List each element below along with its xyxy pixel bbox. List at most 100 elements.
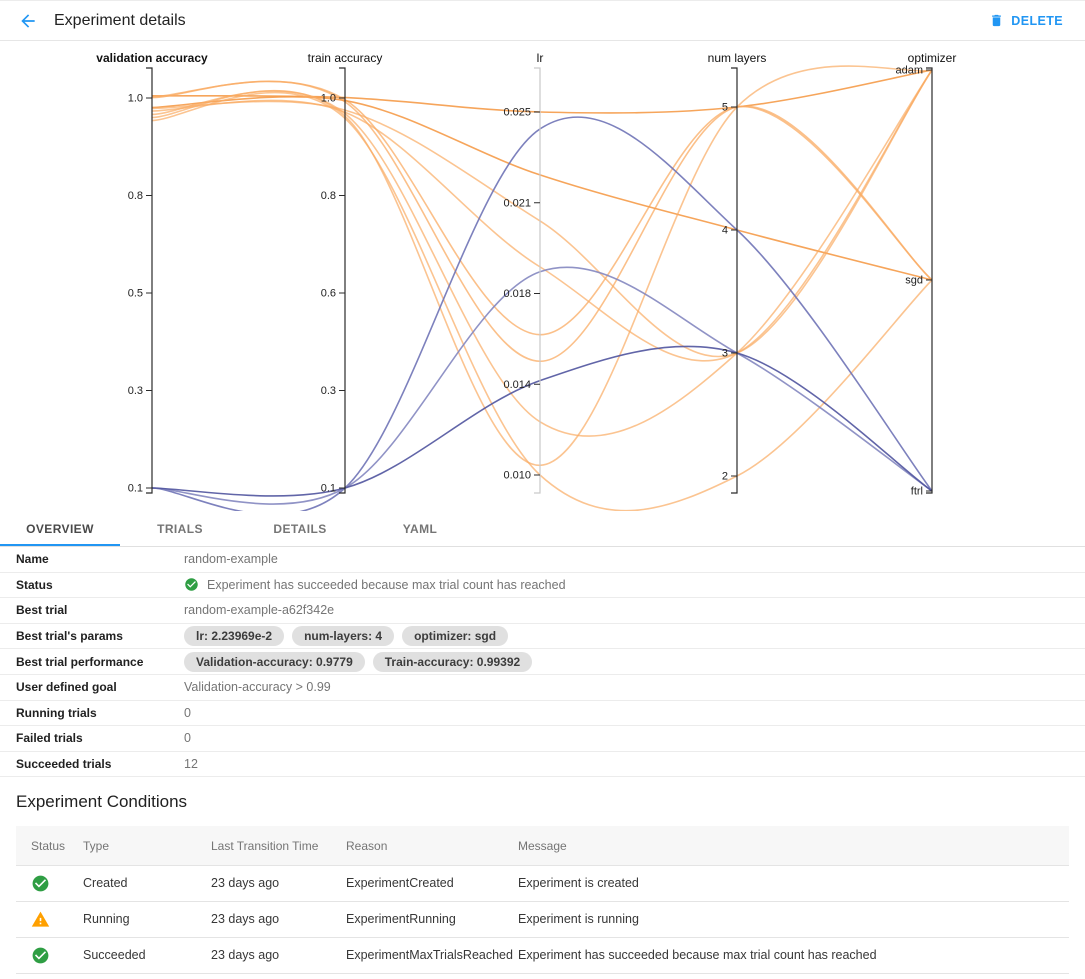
chart-container: 1.0 0.8 0.5 0.3 0.1 validation accuracy 1.0 0.8… bbox=[0, 41, 1085, 511]
conditions-heading: Experiment Conditions bbox=[16, 792, 188, 812]
tab-overview[interactable]: OVERVIEW bbox=[0, 511, 120, 546]
conditions-table: Status Type Last Transition Time Reason … bbox=[16, 826, 1069, 974]
row-best-trial: Best trial random-example-a62f342e bbox=[0, 598, 1085, 624]
axis-title: validation accuracy bbox=[96, 51, 208, 65]
row-label: Best trial performance bbox=[16, 654, 144, 669]
axis-tick-label: 0.010 bbox=[503, 470, 531, 482]
axis-optimizer: adam sgd ftrl optimizer bbox=[895, 51, 956, 498]
condition-type: Created bbox=[83, 876, 128, 891]
warning-triangle-icon bbox=[31, 911, 50, 927]
row-value: Validation-accuracy > 0.99 bbox=[184, 680, 331, 695]
row-value: random-example bbox=[184, 552, 278, 567]
condition-type: Succeeded bbox=[83, 948, 146, 963]
page-title: Experiment details bbox=[54, 11, 186, 29]
status-text: Experiment has succeeded because max tri… bbox=[207, 577, 566, 592]
axis-title: train accuracy bbox=[308, 51, 383, 65]
top-bar: Experiment details DELETE bbox=[0, 0, 1085, 41]
table-row: Succeeded 23 days ago ExperimentMaxTrial… bbox=[16, 937, 1069, 974]
column-header-message: Message bbox=[518, 838, 567, 853]
conditions-header-row: Status Type Last Transition Time Reason … bbox=[16, 826, 1069, 866]
tab-yaml[interactable]: YAML bbox=[402, 521, 438, 536]
axis-tick-label: 5 bbox=[722, 102, 728, 114]
trial-line bbox=[151, 345, 933, 497]
trial-line bbox=[151, 65, 933, 467]
row-best-params: Best trial's params lr: 2.23969e-2 num-l… bbox=[0, 624, 1085, 650]
condition-reason: ExperimentCreated bbox=[346, 876, 454, 891]
axis-lr: 0.025 0.021 0.018 0.014 0.010 lr bbox=[503, 51, 544, 494]
parallel-coordinates-chart: 1.0 0.8 0.5 0.3 0.1 validation accuracy 1.0 0.8… bbox=[96, 51, 956, 511]
row-goal: User defined goal Validation-accuracy > … bbox=[0, 675, 1085, 701]
metric-chip-train-accuracy: Train-accuracy: 0.99392 bbox=[372, 651, 533, 672]
delete-button[interactable]: DELETE bbox=[983, 9, 1069, 32]
back-arrow-icon bbox=[21, 13, 35, 28]
row-failed-trials: Failed trials 0 bbox=[0, 726, 1085, 752]
param-chip-num-layers: num-layers: 4 bbox=[292, 626, 395, 647]
overview-panel: Name random-example Status Experiment ha… bbox=[0, 547, 1085, 778]
axis-tick-label: 0.3 bbox=[128, 385, 143, 397]
axis-tick-label: adam bbox=[895, 65, 923, 77]
trial-line bbox=[151, 96, 933, 281]
metric-chip-validation-accuracy: Validation-accuracy: 0.9779 bbox=[184, 651, 365, 672]
axis-title: num layers bbox=[708, 51, 767, 65]
condition-reason: ExperimentMaxTrialsReached bbox=[346, 948, 513, 963]
condition-message: Experiment is running bbox=[518, 912, 639, 927]
row-label: Failed trials bbox=[16, 731, 83, 746]
tab-bar: OVERVIEW TRIALS DETAILS YAML bbox=[0, 511, 1085, 547]
trash-icon bbox=[992, 14, 1002, 27]
axis-tick-label: 0.021 bbox=[503, 197, 531, 209]
axis-tick-label: sgd bbox=[905, 275, 923, 287]
trial-line bbox=[151, 80, 933, 336]
tab-trials[interactable]: TRIALS bbox=[157, 521, 203, 536]
back-button[interactable] bbox=[16, 9, 40, 33]
axis-title: lr bbox=[537, 51, 544, 65]
column-header-last-transition-time: Last Transition Time bbox=[211, 838, 319, 853]
row-label: Running trials bbox=[16, 705, 97, 720]
param-chip-lr: lr: 2.23969e-2 bbox=[184, 626, 285, 647]
row-succeeded-trials: Succeeded trials 12 bbox=[0, 752, 1085, 778]
condition-reason: ExperimentRunning bbox=[346, 912, 456, 927]
condition-time: 23 days ago bbox=[211, 912, 280, 927]
axis-tick-label: 0.1 bbox=[128, 483, 143, 495]
trial-line bbox=[151, 69, 933, 362]
axis-tick-label: 0.6 bbox=[321, 288, 336, 300]
row-running-trials: Running trials 0 bbox=[0, 701, 1085, 727]
axis-tick-label: 1.0 bbox=[128, 93, 143, 105]
row-name: Name random-example bbox=[0, 547, 1085, 573]
trial-lines bbox=[151, 65, 933, 511]
trial-line bbox=[151, 80, 933, 363]
table-row: Running 23 days ago ExperimentRunning Ex… bbox=[16, 901, 1069, 937]
row-value: random-example-a62f342e bbox=[184, 603, 335, 618]
axis-tick-label: 0.018 bbox=[503, 288, 531, 300]
delete-button-label: DELETE bbox=[1011, 13, 1063, 28]
axis-tick-label: 0.3 bbox=[321, 385, 336, 397]
column-header-status: Status bbox=[31, 838, 66, 853]
axis-tick-label: 0.5 bbox=[128, 288, 143, 300]
trial-line bbox=[151, 91, 933, 511]
row-label: Succeeded trials bbox=[16, 757, 112, 772]
condition-message: Experiment is created bbox=[518, 876, 639, 891]
trial-line bbox=[151, 266, 933, 505]
row-label: Name bbox=[16, 552, 49, 567]
axis-tick-label: ftrl bbox=[911, 486, 923, 498]
row-label: Best trial bbox=[16, 603, 68, 618]
row-best-performance: Best trial performance Validation-accura… bbox=[0, 649, 1085, 675]
row-value: Experiment has succeeded because max tri… bbox=[184, 577, 566, 592]
trial-line bbox=[151, 69, 933, 437]
axis-title: optimizer bbox=[908, 51, 957, 65]
column-header-type: Type bbox=[83, 838, 110, 853]
row-status: Status Experiment has succeeded because … bbox=[0, 573, 1085, 599]
axis-num_layers: 5 4 3 2 num layers bbox=[708, 51, 767, 494]
row-label: Best trial's params bbox=[16, 629, 123, 644]
condition-time: 23 days ago bbox=[211, 876, 280, 891]
check-circle-icon bbox=[185, 578, 198, 592]
table-row: Created 23 days ago ExperimentCreated Ex… bbox=[16, 865, 1069, 901]
check-circle-icon bbox=[32, 875, 49, 892]
row-label: User defined goal bbox=[16, 680, 117, 695]
row-label: Status bbox=[16, 577, 53, 592]
condition-time: 23 days ago bbox=[211, 948, 280, 963]
tab-details[interactable]: DETAILS bbox=[273, 521, 327, 536]
condition-type: Running bbox=[83, 912, 130, 927]
row-value: 0 bbox=[184, 731, 191, 746]
row-value: 0 bbox=[184, 705, 191, 720]
axis-train_accuracy: 1.0 0.8 0.6 0.3 0.1 train accuracy bbox=[308, 51, 383, 495]
